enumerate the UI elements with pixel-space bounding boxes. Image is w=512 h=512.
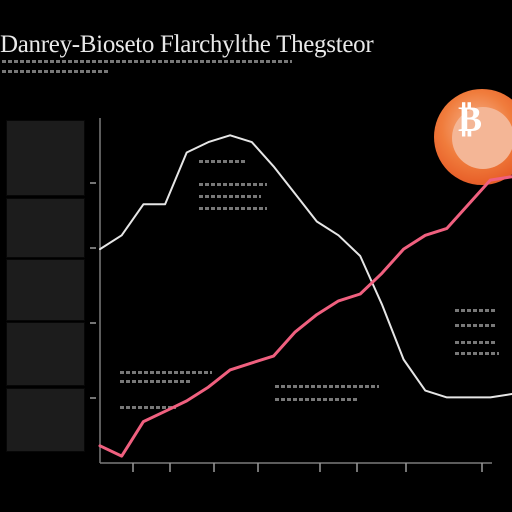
annotation-scribble [455, 341, 495, 344]
annotation-scribble [275, 398, 357, 401]
annotation-scribble [120, 380, 192, 383]
bitcoin-logo-icon: ₿ [434, 89, 512, 185]
subtitle-scribble [2, 60, 292, 63]
side-panel [6, 198, 85, 258]
axes [90, 118, 492, 472]
annotation-scribble [199, 183, 267, 186]
annotation-scribble [120, 406, 176, 409]
annotation-scribble [455, 352, 499, 355]
side-panel [6, 322, 85, 386]
subtitle-scribble [2, 70, 108, 73]
annotation-scribble [455, 309, 495, 312]
series-line-1 [99, 134, 512, 399]
series-layer [98, 134, 512, 458]
annotation-scribble [199, 160, 247, 163]
side-panel [6, 120, 85, 196]
side-panel [6, 388, 85, 452]
series-line-2 [98, 175, 512, 458]
annotation-scribble [455, 324, 497, 327]
annotation-scribble [275, 385, 379, 388]
annotation-scribble [120, 371, 212, 374]
chart-title: Danrey-Bioseto Flarchylthe Thegsteor [0, 31, 374, 58]
annotation-scribble [199, 207, 267, 210]
annotation-scribble [199, 195, 261, 198]
side-panel [6, 259, 85, 321]
